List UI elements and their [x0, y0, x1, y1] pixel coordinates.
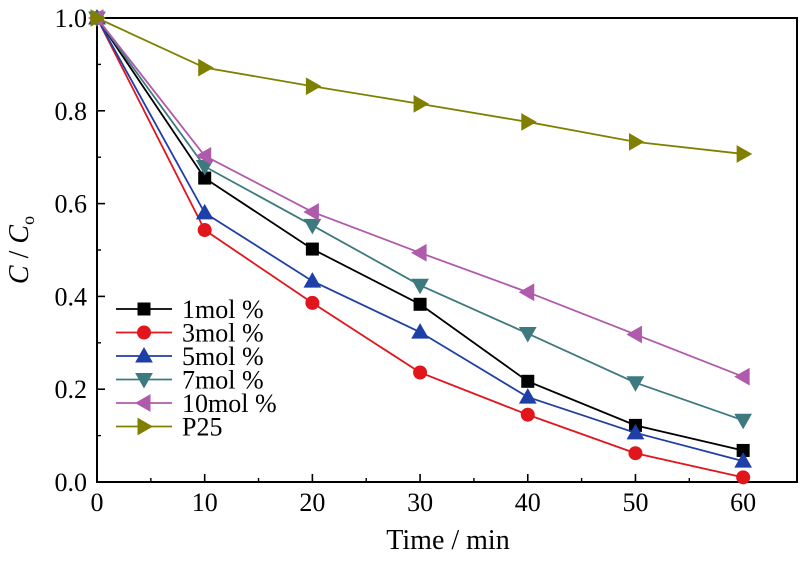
- legend-label: 5mol %: [182, 342, 264, 371]
- data-point: [411, 278, 429, 295]
- legend-item: 10mol %: [116, 389, 277, 418]
- data-point: [303, 272, 322, 288]
- data-point: [626, 325, 642, 344]
- y-axis-title: C / Co: [4, 216, 38, 284]
- legend-label: 10mol %: [182, 389, 277, 418]
- data-point: [518, 327, 537, 343]
- data-point: [413, 297, 427, 311]
- y-tick-label: 0.2: [55, 375, 88, 404]
- data-point: [736, 470, 751, 485]
- data-point: [521, 374, 535, 388]
- data-point: [518, 388, 537, 404]
- y-tick-label: 0.4: [55, 282, 88, 311]
- x-axis: 0 10 20 30 40 50 60: [91, 474, 756, 517]
- legend-item: P25: [116, 413, 222, 442]
- legend-marker: [137, 417, 154, 436]
- legend-marker: [134, 394, 151, 412]
- data-point: [734, 452, 753, 468]
- x-tick-label: 0: [91, 488, 104, 517]
- data-point: [303, 218, 322, 235]
- series-6: [90, 9, 753, 163]
- data-point: [518, 283, 535, 302]
- data-point: [303, 203, 319, 221]
- legend-marker: [137, 302, 151, 316]
- x-tick-label: 20: [299, 488, 325, 517]
- data-point: [195, 146, 212, 165]
- data-point: [413, 365, 428, 380]
- series-layer: [87, 8, 753, 485]
- y-axis: 0.0 0.2 0.4 0.6 0.8 1.0: [55, 4, 105, 497]
- series-line: [96, 17, 744, 155]
- data-point: [626, 423, 645, 440]
- data-point: [628, 446, 643, 461]
- legend-label: P25: [182, 413, 222, 442]
- data-point: [198, 58, 214, 77]
- legend-item: 3mol %: [116, 319, 264, 348]
- data-point: [305, 77, 322, 96]
- legend-marker: [135, 346, 153, 363]
- legend-item: 1mol %: [116, 295, 264, 324]
- y-axis-title-subscript: o: [18, 216, 38, 225]
- data-point: [521, 113, 537, 131]
- legend-marker: [137, 325, 151, 340]
- x-tick-label: 30: [407, 488, 433, 517]
- legend-label: 1mol %: [182, 295, 264, 324]
- data-point: [520, 407, 535, 422]
- x-tick-label: 10: [192, 488, 218, 517]
- data-point: [197, 223, 212, 238]
- data-point: [734, 413, 753, 430]
- y-axis-title-part-2: /: [4, 244, 35, 266]
- data-point: [90, 9, 107, 27]
- y-tick-label: 0.0: [55, 468, 88, 497]
- data-point: [411, 323, 429, 339]
- data-point: [195, 203, 214, 220]
- x-tick-label: 60: [730, 488, 756, 517]
- data-point: [413, 94, 430, 113]
- legend-label: 7mol %: [182, 366, 264, 395]
- data-point: [305, 295, 320, 310]
- legend-item: 7mol %: [116, 366, 264, 395]
- data-point: [626, 376, 645, 392]
- data-point: [411, 243, 427, 262]
- legend-item: 5mol %: [116, 342, 264, 371]
- y-tick-label: 0.8: [55, 97, 88, 126]
- data-point: [734, 367, 750, 386]
- x-tick-label: 40: [515, 488, 541, 517]
- data-point: [305, 242, 319, 256]
- y-axis-title-part-1: C: [4, 265, 35, 284]
- x-axis-title: Time / min: [386, 525, 509, 556]
- legend-marker: [135, 373, 153, 389]
- y-axis-title-part-3: C: [4, 225, 35, 244]
- series-2: [90, 11, 751, 485]
- x-tick-label: 50: [622, 488, 648, 517]
- data-point: [736, 145, 753, 163]
- y-tick-label: 0.6: [55, 190, 88, 219]
- legend: 1mol %3mol %5mol %7mol %10mol %P25: [116, 295, 277, 442]
- legend-label: 3mol %: [182, 319, 264, 348]
- y-tick-label: 1.0: [55, 4, 88, 33]
- data-point: [628, 133, 645, 151]
